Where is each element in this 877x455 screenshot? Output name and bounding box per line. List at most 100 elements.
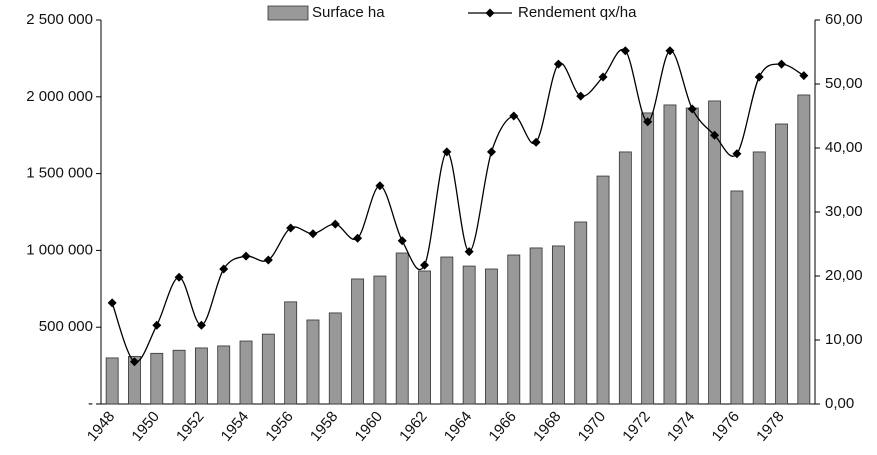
bar: [529, 247, 543, 405]
bar: [150, 352, 164, 405]
y2-tick-label: 60,00: [825, 11, 863, 28]
y-tick-label: 2 500 000: [26, 11, 93, 28]
y2-tick-label: 50,00: [825, 75, 863, 92]
bar: [172, 349, 186, 405]
marker: [799, 71, 809, 81]
marker: [598, 72, 608, 82]
x-tick-label: 1966: [485, 408, 519, 444]
marker: [553, 59, 563, 69]
marker: [353, 233, 363, 243]
bar: [261, 333, 275, 405]
marker: [308, 229, 318, 239]
marker: [486, 147, 496, 157]
y-tick-label: -: [88, 395, 93, 412]
marker: [241, 251, 251, 261]
bar: [128, 355, 141, 405]
marker: [107, 298, 117, 308]
bar: [418, 270, 431, 405]
bar: [395, 252, 409, 405]
x-tick-label: 1974: [664, 408, 698, 444]
y2-tick-label: 10,00: [825, 331, 863, 348]
marker: [464, 247, 474, 257]
marker: [643, 117, 653, 127]
bar: [663, 104, 677, 405]
bar: [507, 254, 521, 405]
marker: [665, 46, 675, 56]
x-tick-label: 1978: [753, 408, 787, 444]
marker: [687, 104, 697, 114]
marker: [710, 130, 720, 140]
bar: [239, 340, 253, 405]
bar: [105, 357, 119, 405]
marker: [777, 59, 787, 69]
marker: [219, 264, 229, 274]
bar: [284, 301, 298, 405]
marker: [286, 223, 296, 233]
bar: [194, 347, 208, 405]
x-tick-label: 1972: [619, 408, 653, 444]
marker: [531, 137, 541, 147]
bar: [574, 221, 588, 405]
bar: [306, 319, 320, 405]
marker: [263, 255, 273, 265]
marker: [129, 357, 139, 367]
marker: [330, 219, 340, 229]
bar: [485, 268, 498, 405]
marker: [620, 46, 630, 56]
y2-tick-label: 40,00: [825, 139, 863, 156]
y-tick-label: 1 000 000: [26, 241, 93, 258]
bar: [596, 175, 610, 405]
legend-label: Rendement qx/ha: [518, 4, 637, 21]
legend-label: Surface ha: [312, 4, 385, 21]
bar: [440, 256, 454, 405]
x-tick-label: 1952: [173, 408, 207, 444]
bar: [730, 190, 744, 405]
y2-tick-label: 20,00: [825, 267, 863, 284]
x-tick-label: 1956: [262, 408, 296, 444]
marker: [174, 272, 184, 282]
bar: [217, 345, 231, 405]
marker: [754, 72, 764, 82]
bar: [328, 312, 342, 405]
bar: [797, 94, 811, 405]
marker: [732, 149, 742, 159]
marker: [152, 320, 162, 330]
marker: [509, 111, 519, 121]
x-tick-label: 1954: [218, 408, 252, 444]
y2-tick-label: 0,00: [825, 395, 854, 412]
x-tick-label: 1962: [396, 408, 430, 444]
bar: [708, 100, 722, 405]
x-tick-label: 1950: [128, 408, 162, 444]
x-tick-label: 1948: [84, 408, 118, 444]
bar: [685, 107, 699, 405]
x-tick-label: 1958: [307, 408, 341, 444]
marker: [397, 236, 407, 246]
bar: [775, 123, 788, 405]
y-tick-label: 500 000: [39, 318, 93, 335]
legend-marker: [485, 8, 495, 18]
bar: [373, 275, 387, 405]
x-tick-label: 1970: [575, 408, 609, 444]
marker: [375, 181, 385, 191]
y-tick-label: 1 500 000: [26, 165, 93, 182]
bar: [551, 245, 565, 405]
bar: [641, 112, 655, 405]
y2-tick-label: 30,00: [825, 203, 863, 220]
x-tick-label: 1976: [709, 408, 743, 444]
bar: [618, 151, 632, 405]
marker: [442, 147, 452, 157]
bar: [752, 151, 766, 405]
y-tick-label: 2 000 000: [26, 88, 93, 105]
x-tick-label: 1960: [352, 408, 386, 444]
x-tick-label: 1968: [530, 408, 564, 444]
marker: [576, 91, 586, 101]
bar: [351, 278, 365, 405]
bar: [462, 265, 476, 405]
x-tick-label: 1964: [441, 408, 475, 444]
line: [111, 48, 805, 363]
legend-swatch: [267, 5, 309, 21]
marker: [420, 260, 430, 270]
marker: [196, 320, 206, 330]
